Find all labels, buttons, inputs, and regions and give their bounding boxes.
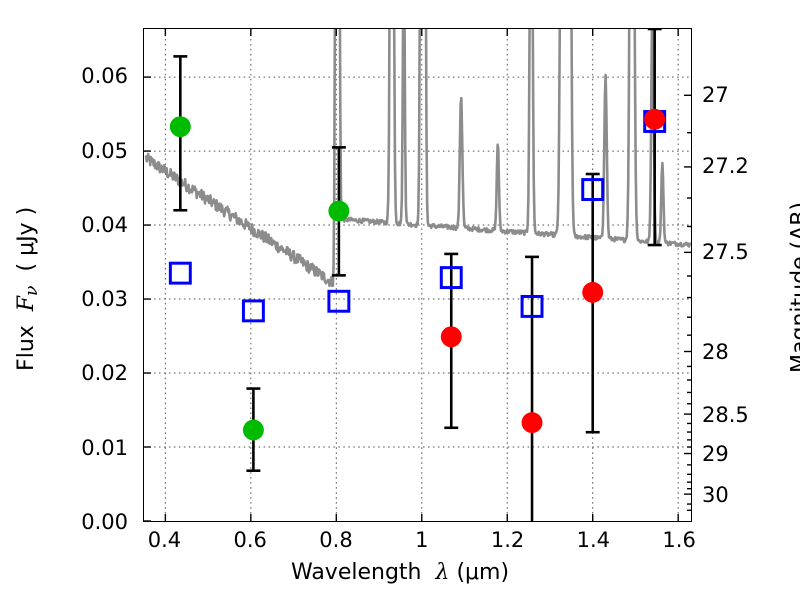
model-photometry-square[interactable] — [168, 261, 192, 285]
model-photometry-square[interactable] — [241, 299, 265, 323]
x-axis-tick-label: 1.4 — [576, 528, 611, 552]
y-axis-tick-label: 0.00 — [81, 510, 128, 534]
model-photometry-square[interactable] — [520, 294, 544, 318]
y2-axis-tick-label: 28.5 — [702, 402, 749, 427]
y2-axis-label: Magnitude (AB) — [787, 202, 800, 373]
observed-photometry-point[interactable] — [521, 412, 543, 434]
x-gridlines — [164, 29, 679, 521]
y2-axis-tick-label: 27.2 — [702, 154, 749, 179]
x-axis-label: Wavelength λ (μm) — [0, 560, 800, 585]
y2-axis-tick-label: 27 — [702, 82, 729, 107]
y-axis-label: Flux Fν ( μJy ) — [14, 49, 42, 529]
plot-svg — [144, 29, 691, 521]
x-axis-label-lambda: λ — [435, 560, 450, 585]
observed-photometry-point[interactable] — [169, 116, 191, 138]
y-axis-tick-label: 0.01 — [81, 435, 128, 460]
model-spectrum-line — [144, 29, 691, 288]
model-photometry-square[interactable] — [327, 289, 351, 313]
y-axis-tick-label: 0.06 — [81, 64, 128, 89]
x-axis-tick-label: 1.6 — [662, 528, 696, 552]
x-axis-tick-label: 1.2 — [490, 528, 525, 552]
y-axis-label-units: ( μJy ) — [14, 206, 40, 272]
plot-area — [143, 28, 692, 522]
observed-photometry-point[interactable] — [582, 281, 604, 303]
x-axis-tick-label: 0.6 — [233, 528, 267, 552]
y-axis-label-subscript: ν — [21, 285, 42, 296]
observed-photometry-points[interactable] — [169, 108, 666, 441]
model-photometry-square[interactable] — [581, 178, 605, 202]
y-axis-tick-label: 0.04 — [81, 212, 128, 237]
x-axis-tick-label: 0.4 — [147, 528, 182, 552]
y2-axis-tick-label: 30 — [702, 483, 729, 508]
y-axis-tick-label: 0.03 — [81, 287, 128, 312]
y-gridlines — [144, 76, 691, 448]
axis-tick-marks — [144, 29, 691, 521]
y2-axis-tick-label: 28 — [702, 339, 729, 364]
observed-photometry-point[interactable] — [644, 108, 666, 130]
observed-photometry-point[interactable] — [440, 326, 462, 348]
y-axis-label-prefix: Flux — [14, 325, 40, 371]
y-axis-tick-label: 0.02 — [81, 361, 128, 386]
y2-axis-tick-label: 29 — [702, 442, 729, 467]
observed-photometry-point[interactable] — [242, 419, 264, 441]
x-axis-label-prefix: Wavelength — [290, 560, 422, 585]
x-axis-label-units: (μm) — [456, 560, 510, 585]
x-axis-tick-label: 1 — [415, 528, 429, 552]
y2-axis-tick-label: 27.5 — [702, 240, 749, 265]
observed-photometry-point[interactable] — [328, 200, 350, 222]
y-axis-tick-label: 0.05 — [81, 138, 128, 163]
y-axis-label-symbol: F — [14, 295, 40, 312]
x-axis-tick-label: 0.8 — [319, 528, 353, 552]
model-photometry-square[interactable] — [439, 266, 463, 290]
